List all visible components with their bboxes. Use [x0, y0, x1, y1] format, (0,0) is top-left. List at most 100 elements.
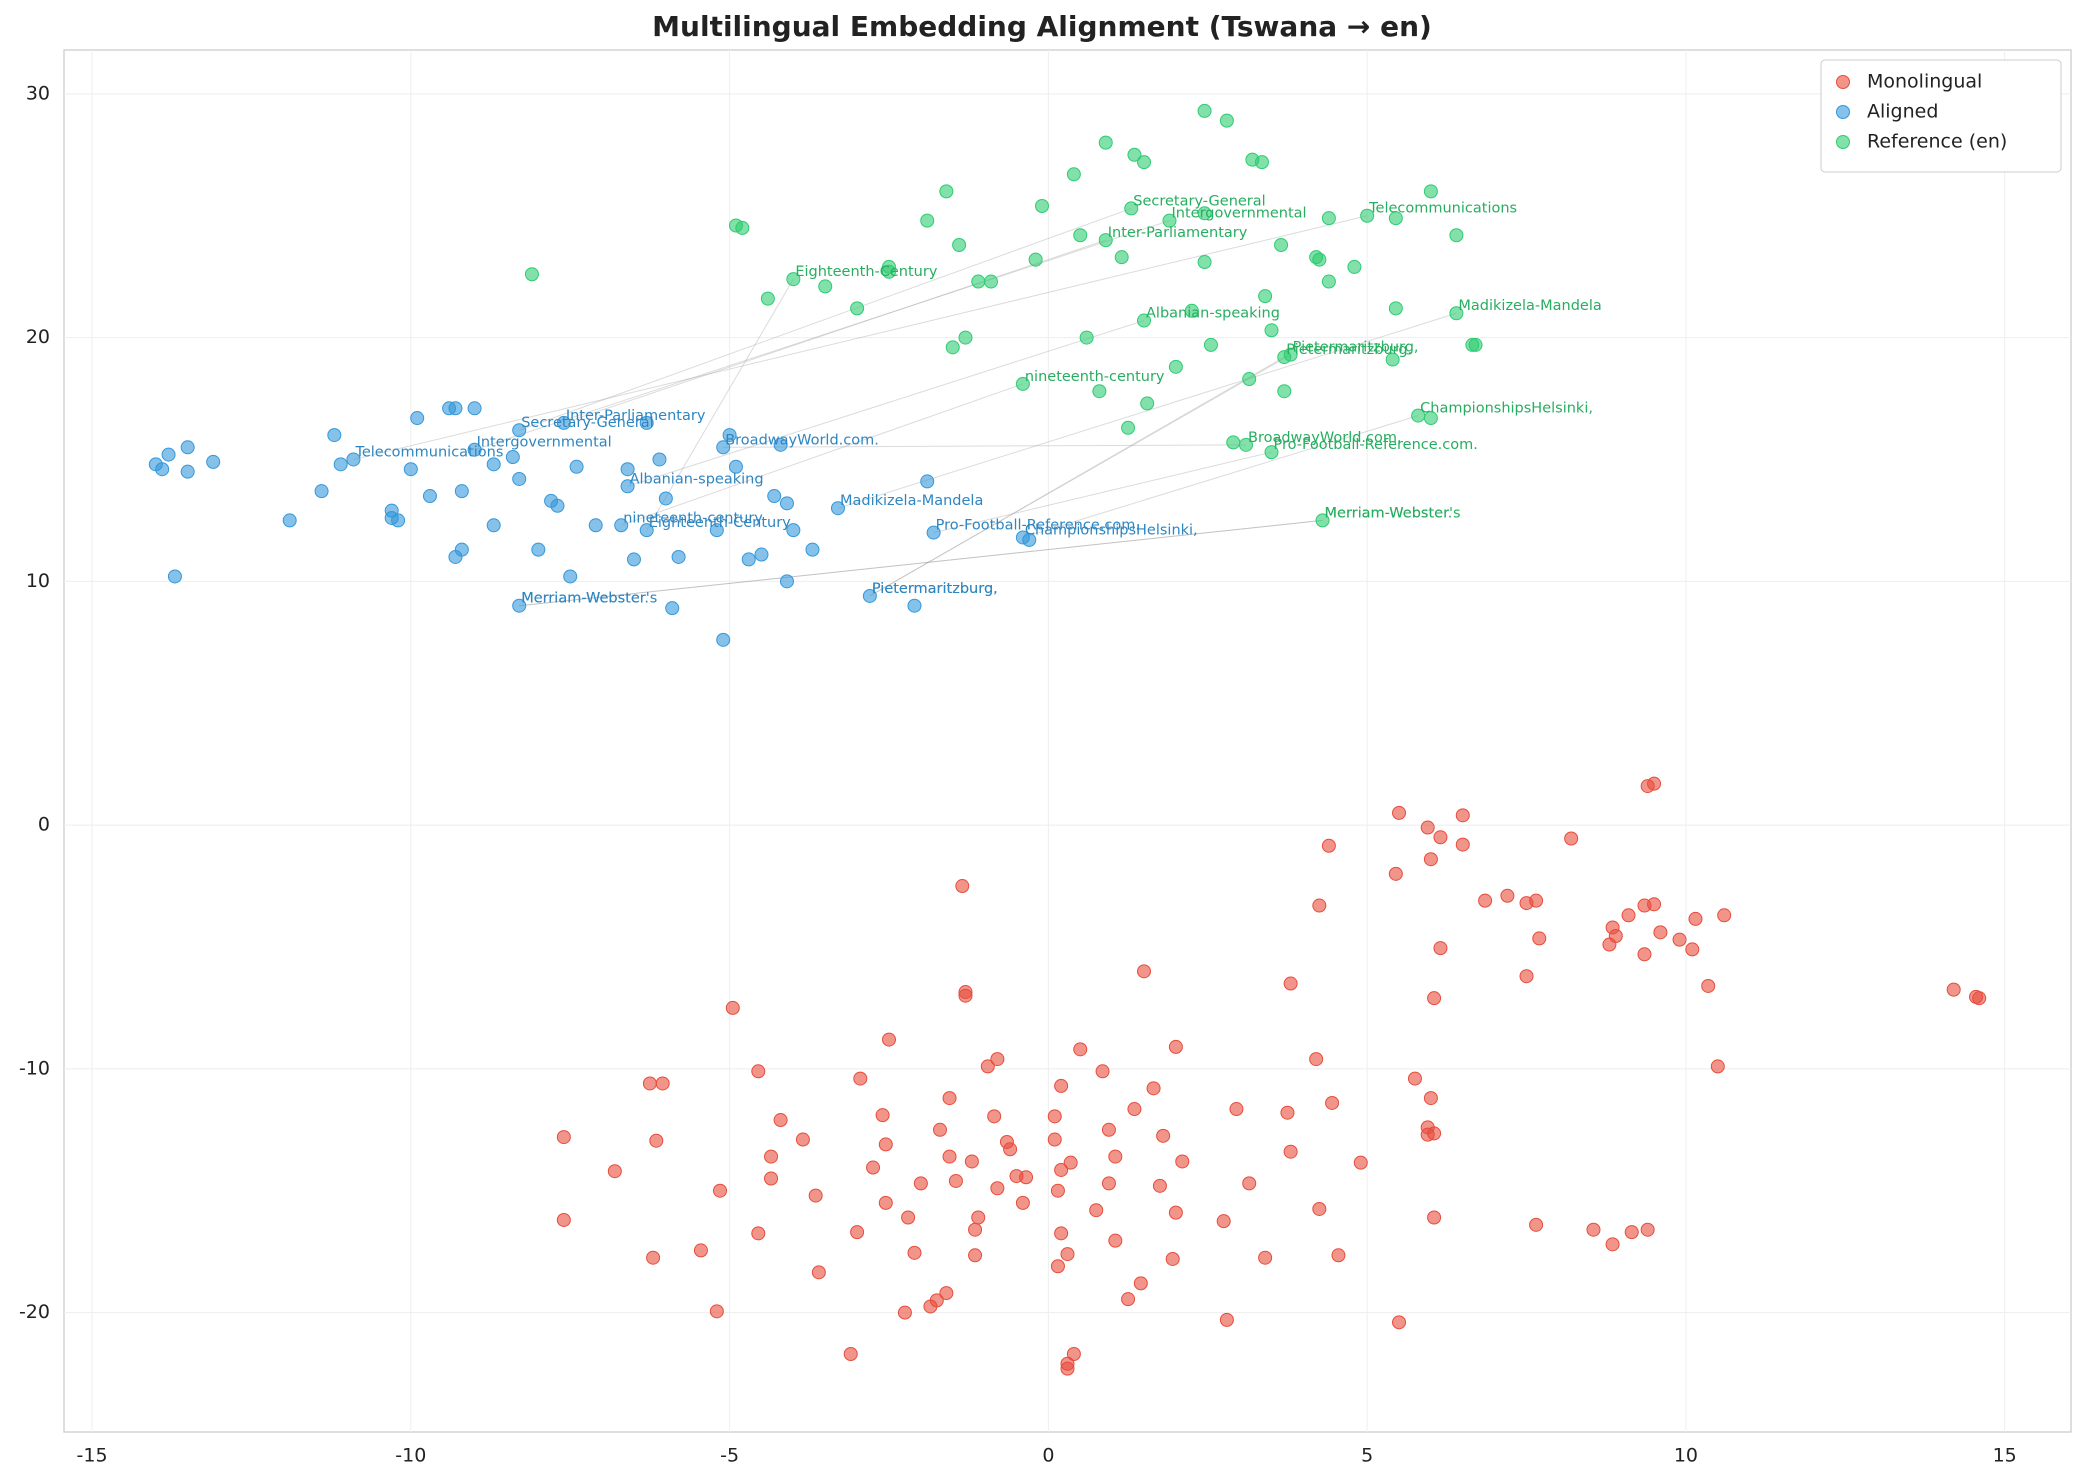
point — [1433, 830, 1448, 845]
point — [1637, 947, 1652, 962]
reference-label: nineteenth-century — [1025, 369, 1165, 385]
point — [735, 220, 750, 235]
point — [626, 552, 641, 567]
point — [964, 1154, 979, 1169]
plot-area — [63, 49, 2072, 1433]
point — [990, 1181, 1005, 1196]
point — [773, 437, 788, 452]
point — [1121, 420, 1136, 435]
point — [875, 1108, 890, 1123]
point — [1108, 1233, 1123, 1248]
point — [751, 1226, 766, 1241]
point — [1392, 1315, 1407, 1330]
point — [725, 1000, 740, 1015]
aligned-label: Merriam-Webster. — [521, 591, 649, 607]
y-tick-label: -20 — [19, 1301, 50, 1323]
point — [1433, 941, 1448, 956]
point — [987, 1109, 1002, 1124]
point — [808, 1188, 823, 1203]
x-tick-label: -5 — [720, 1445, 739, 1467]
point — [1203, 337, 1218, 352]
point — [1197, 103, 1212, 118]
point — [853, 1071, 868, 1086]
point — [1168, 359, 1183, 374]
legend-marker — [1836, 75, 1850, 89]
reference-label: Telecommunications — [1368, 201, 1517, 217]
point — [693, 1243, 708, 1258]
point — [665, 601, 680, 616]
legend-label: Monolingual — [1867, 71, 1982, 93]
point — [1165, 1251, 1180, 1266]
point — [1420, 820, 1435, 835]
point — [1239, 437, 1254, 452]
point — [1331, 1248, 1346, 1263]
point — [391, 513, 406, 528]
point — [773, 1113, 788, 1128]
point — [1468, 337, 1483, 352]
point — [1388, 866, 1403, 881]
point — [639, 415, 654, 430]
aligned-label: Telecommunications — [354, 444, 503, 460]
x-tick-label: -15 — [77, 1445, 108, 1467]
point — [1312, 1201, 1327, 1216]
point — [1478, 893, 1493, 908]
point — [779, 574, 794, 589]
aligned-label: nineteenth-century — [623, 510, 763, 526]
legend-marker — [1836, 105, 1850, 119]
point — [971, 1210, 986, 1225]
point — [1066, 1347, 1081, 1362]
point — [410, 411, 425, 426]
point — [1127, 147, 1142, 162]
point — [1411, 408, 1426, 423]
point — [1325, 1095, 1340, 1110]
reference-label: BroadwayWorld.com. — [1248, 430, 1402, 446]
point — [1066, 167, 1081, 182]
x-tick-label: 15 — [1993, 1445, 2017, 1467]
point — [795, 1132, 810, 1147]
point — [1500, 888, 1515, 903]
point — [1034, 198, 1049, 213]
point — [920, 474, 935, 489]
point — [1015, 376, 1030, 391]
point — [897, 1305, 912, 1320]
alignment-connector — [1022, 415, 1419, 538]
reference-label: Madikizela-Mandela — [1458, 298, 1601, 314]
point — [1108, 1149, 1123, 1164]
point — [655, 1076, 670, 1091]
point — [346, 452, 361, 467]
alignment-connector — [621, 383, 1024, 526]
point — [1423, 852, 1438, 867]
point — [942, 1149, 957, 1164]
point — [282, 513, 297, 528]
point — [1972, 991, 1987, 1006]
point — [843, 1347, 858, 1362]
point — [588, 518, 603, 533]
point — [1946, 982, 1961, 997]
point — [901, 1210, 916, 1225]
point — [1455, 837, 1470, 852]
point — [1647, 897, 1662, 912]
point — [505, 450, 520, 465]
reference-label: Merriam-Webster. — [1325, 505, 1453, 521]
point — [550, 498, 565, 513]
aligned-label: Secretary-General — [521, 415, 653, 431]
point — [751, 1064, 766, 1079]
point — [486, 518, 501, 533]
point — [1602, 937, 1617, 952]
point — [811, 1265, 826, 1280]
point — [1717, 908, 1732, 923]
point — [206, 454, 221, 469]
point — [968, 1222, 983, 1237]
point — [1124, 201, 1139, 216]
point — [556, 1212, 571, 1227]
point — [1054, 1078, 1069, 1093]
point — [1685, 942, 1700, 957]
point — [1321, 274, 1336, 289]
point — [1162, 213, 1177, 228]
point — [1653, 925, 1668, 940]
point — [1423, 184, 1438, 199]
point — [1219, 1312, 1234, 1327]
point — [448, 549, 463, 564]
point — [878, 1137, 893, 1152]
point — [779, 496, 794, 511]
